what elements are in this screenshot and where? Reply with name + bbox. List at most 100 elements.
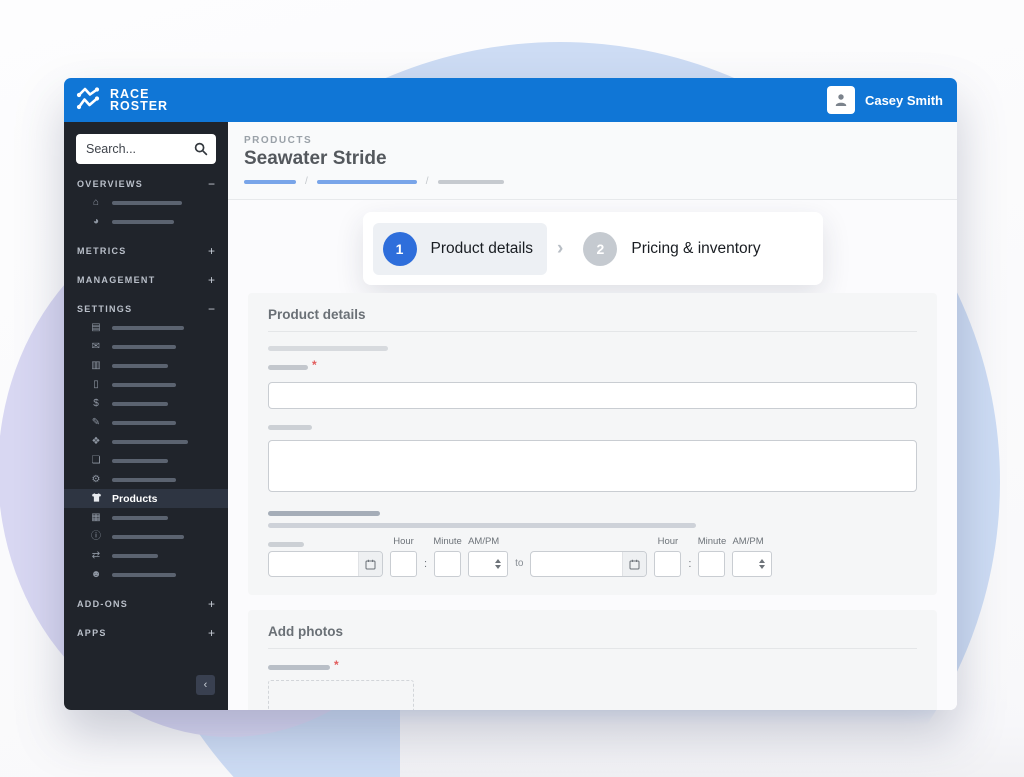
date-value[interactable] (269, 552, 358, 576)
section-label: OVERVIEWS (77, 179, 144, 189)
user-menu[interactable]: Casey Smith (826, 86, 943, 114)
field-label-row: * (268, 359, 917, 371)
sidebar-section-overviews[interactable]: OVERVIEWS − (64, 175, 228, 193)
gear-icon: ⚙ (91, 473, 101, 485)
sidebar-item[interactable]: ⓘ (64, 527, 228, 546)
end-date-column (530, 537, 648, 577)
minute-label: Minute (697, 536, 727, 547)
redacted-text-bar (268, 346, 388, 351)
step-label: Product details (430, 239, 534, 257)
sidebar-section-metrics[interactable]: METRICS + (64, 242, 228, 260)
sidebar-item[interactable]: ⚙ (64, 470, 228, 489)
step-number-badge: 1 (382, 231, 417, 266)
collapse-minus-icon[interactable]: − (207, 302, 215, 316)
sidebar-item-products[interactable]: Products (64, 489, 228, 508)
calendar-icon[interactable] (358, 552, 382, 576)
redacted-field-label-bar (268, 365, 308, 370)
end-minute-column: Minute (697, 536, 727, 577)
redacted-label-bar (112, 515, 168, 520)
section-label: ADD-ONS (77, 599, 129, 609)
app-window: RACE ROSTER Casey Smith (64, 78, 957, 710)
end-minute-input[interactable] (698, 551, 726, 577)
section-label: MANAGEMENT (77, 275, 156, 285)
redacted-label-bar (112, 458, 168, 463)
start-date-input[interactable] (268, 551, 383, 577)
sidebar-item[interactable]: ▯ (64, 375, 228, 394)
dollar-icon: $ (93, 397, 99, 409)
breadcrumb-link-bar[interactable] (244, 179, 296, 184)
start-ampm-select[interactable] (468, 551, 509, 577)
sidebar-item[interactable]: ▥ (64, 356, 228, 375)
redacted-label-bar (112, 572, 176, 577)
to-label: to (515, 558, 524, 569)
sidebar-item[interactable]: ❖ (64, 432, 228, 451)
redacted-field-label-bar (268, 425, 312, 430)
photo-upload-dropzone[interactable] (268, 680, 414, 710)
start-minute-input[interactable] (434, 551, 462, 577)
list-icon: ▤ (91, 321, 101, 333)
end-ampm-select[interactable] (732, 551, 773, 577)
divider (268, 648, 917, 649)
tshirt-icon (90, 492, 102, 505)
sidebar-item-label: Products (112, 492, 158, 505)
main-area: PRODUCTS Seawater Stride / / 1 Product d… (228, 122, 957, 710)
sidebar-section-addons[interactable]: ADD-ONS + (64, 595, 228, 613)
page-title: Seawater Stride (244, 148, 387, 169)
end-date-input[interactable] (530, 551, 648, 577)
avatar (826, 86, 855, 114)
hour-label: Hour (393, 536, 414, 547)
step-label: Pricing & inventory (631, 239, 761, 257)
sidebar-item[interactable]: ☻ (64, 565, 228, 584)
sidebar-item[interactable]: ⌂ (64, 193, 228, 212)
sidebar-item[interactable]: ❏ (64, 451, 228, 470)
ampm-label: AM/PM (468, 536, 500, 547)
pen-icon: ✎ (91, 416, 101, 428)
sidebar-collapse-button[interactable]: ‹ (196, 675, 215, 695)
product-description-textarea[interactable] (268, 440, 917, 492)
sidebar-item[interactable]: $ (64, 394, 228, 413)
redacted-label-bar (112, 363, 168, 368)
redacted-label-bar (112, 401, 168, 406)
expand-plus-icon[interactable]: + (207, 273, 215, 287)
select-arrows-icon (759, 559, 766, 569)
sidebar-item[interactable]: ◕ (64, 212, 228, 231)
content-scroll-area: 1 Product details › 2 Pricing & inventor… (228, 200, 957, 710)
end-hour-input[interactable] (654, 551, 682, 577)
sidebar-item[interactable]: ⇄ (64, 546, 228, 565)
section-label: METRICS (77, 246, 127, 256)
date-value[interactable] (531, 552, 622, 576)
sidebar-item[interactable]: ▦ (64, 508, 228, 527)
calendar-icon[interactable] (622, 552, 647, 576)
section-label: SETTINGS (77, 304, 133, 314)
tag-icon: ❖ (91, 435, 101, 447)
hour-label: Hour (657, 536, 679, 547)
expand-plus-icon[interactable]: + (207, 626, 215, 640)
step-product-details[interactable]: 1 Product details (372, 222, 548, 275)
sidebar-item[interactable]: ✎ (64, 413, 228, 432)
search-input[interactable] (76, 134, 216, 164)
field-label-row: * (268, 659, 917, 671)
breadcrumb-link-bar[interactable] (316, 179, 417, 184)
page-header: PRODUCTS Seawater Stride / / (228, 122, 957, 200)
sidebar-section-management[interactable]: MANAGEMENT + (64, 271, 228, 289)
step-pricing-inventory[interactable]: 2 Pricing & inventory (573, 223, 774, 275)
calculator-icon: ▦ (91, 511, 101, 523)
sidebar-section-settings[interactable]: SETTINGS − (64, 300, 228, 318)
redacted-label-bar (112, 325, 184, 330)
redacted-label-bar (112, 439, 188, 444)
product-name-input[interactable] (268, 382, 917, 409)
race-roster-logo-icon (76, 86, 102, 115)
user-name: Casey Smith (864, 92, 943, 108)
sidebar-item[interactable]: ✉ (64, 337, 228, 356)
date-time-range-row: Hour : Minute AM/PM (268, 536, 917, 577)
brand-logo[interactable]: RACE ROSTER (76, 86, 168, 115)
sidebar-section-apps[interactable]: APPS + (64, 624, 228, 642)
search-icon (194, 142, 208, 156)
ampm-label: AM/PM (732, 536, 764, 547)
expand-plus-icon[interactable]: + (207, 597, 215, 611)
start-hour-column: Hour (390, 536, 417, 577)
collapse-minus-icon[interactable]: − (207, 177, 215, 191)
start-hour-input[interactable] (390, 551, 417, 577)
sidebar-item[interactable]: ▤ (64, 318, 228, 337)
expand-plus-icon[interactable]: + (207, 244, 215, 258)
